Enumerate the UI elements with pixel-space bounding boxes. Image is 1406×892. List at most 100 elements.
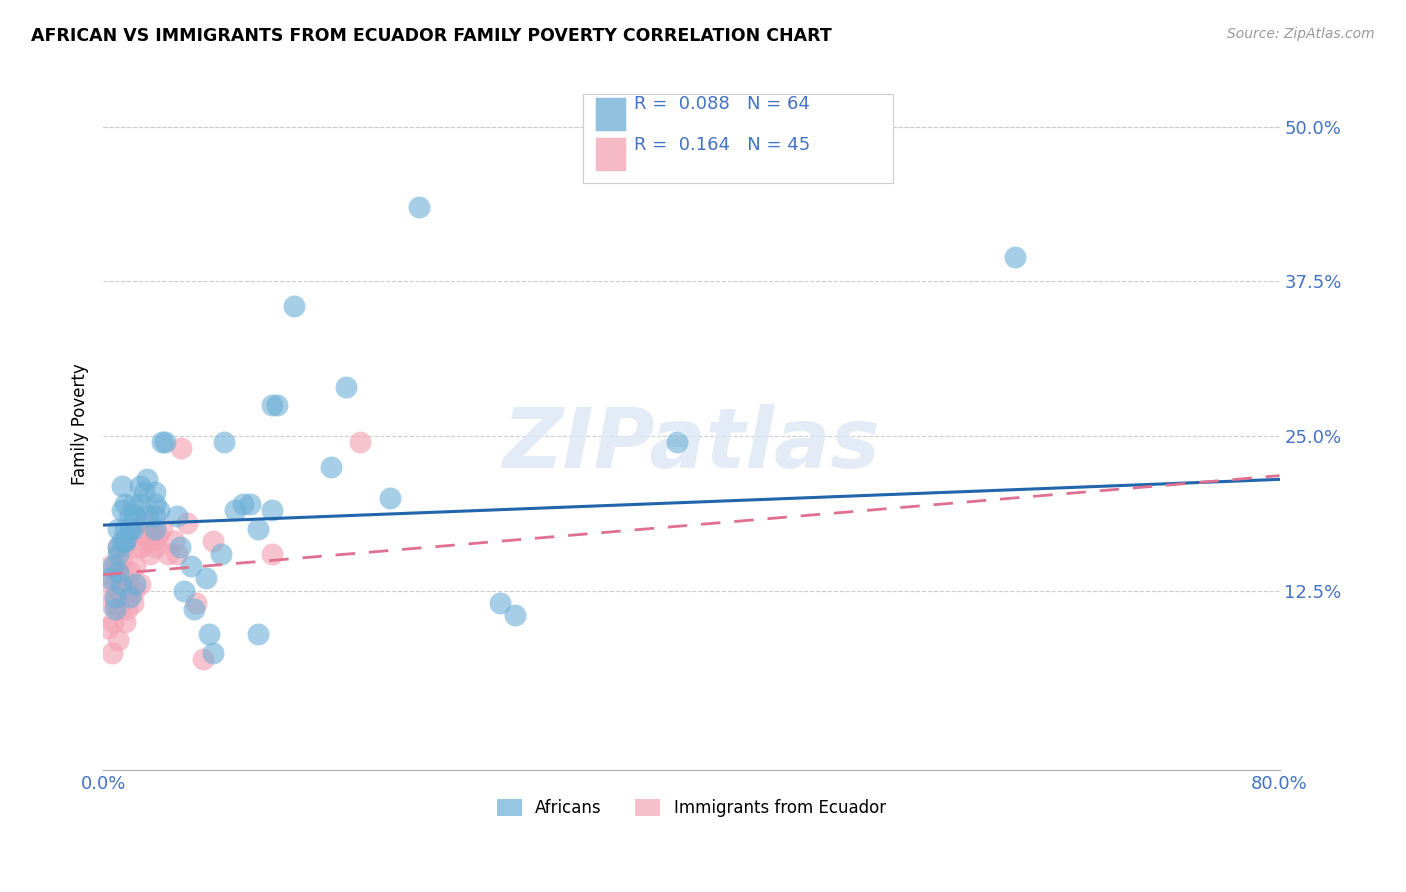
Point <box>166 509 188 524</box>
Point <box>114 615 136 629</box>
Point <box>118 509 141 524</box>
Text: AFRICAN VS IMMIGRANTS FROM ECUADOR FAMILY POVERTY CORRELATION CHART: AFRICAN VS IMMIGRANTS FROM ECUADOR FAMIL… <box>31 27 832 45</box>
Point <box>139 547 162 561</box>
Text: R =  0.164   N = 45: R = 0.164 N = 45 <box>634 136 810 153</box>
Point <box>266 398 288 412</box>
Point <box>349 435 371 450</box>
Point <box>112 541 135 555</box>
Point <box>665 435 688 450</box>
Point <box>128 577 150 591</box>
Point <box>132 528 155 542</box>
Point <box>107 565 129 579</box>
Point <box>107 547 129 561</box>
Point <box>202 646 225 660</box>
Point <box>114 534 136 549</box>
Point <box>143 522 166 536</box>
Point <box>153 435 176 450</box>
Legend: Africans, Immigrants from Ecuador: Africans, Immigrants from Ecuador <box>491 792 893 824</box>
Point <box>173 583 195 598</box>
Point <box>319 460 342 475</box>
Point <box>195 571 218 585</box>
Point <box>503 608 526 623</box>
Point <box>118 565 141 579</box>
Point <box>124 509 146 524</box>
Point <box>114 534 136 549</box>
Point <box>134 516 156 530</box>
Point <box>143 497 166 511</box>
Point <box>246 627 269 641</box>
Point <box>104 577 127 591</box>
Point <box>183 602 205 616</box>
Point <box>121 497 143 511</box>
Point <box>100 577 122 591</box>
Point <box>246 522 269 536</box>
Point <box>145 541 167 555</box>
Point <box>107 522 129 536</box>
Point <box>170 442 193 456</box>
Point <box>111 571 134 585</box>
Point <box>262 398 284 412</box>
Point <box>128 478 150 492</box>
Point <box>136 509 159 524</box>
Point <box>125 541 148 555</box>
Point <box>111 478 134 492</box>
Point <box>100 558 122 573</box>
Point <box>111 534 134 549</box>
Point <box>239 497 262 511</box>
Point <box>489 596 512 610</box>
Point <box>202 534 225 549</box>
Point <box>209 547 232 561</box>
Point <box>224 503 246 517</box>
Point <box>110 577 132 591</box>
Point <box>1004 250 1026 264</box>
Point <box>176 516 198 530</box>
Point <box>107 541 129 555</box>
Point <box>104 596 127 610</box>
Point <box>141 534 163 549</box>
Point <box>184 596 207 610</box>
Point <box>98 596 121 610</box>
Point <box>191 651 214 665</box>
Point <box>104 590 127 604</box>
Point <box>105 558 128 573</box>
Y-axis label: Family Poverty: Family Poverty <box>72 363 89 484</box>
Point <box>115 602 138 616</box>
Point <box>146 528 169 542</box>
Point <box>117 583 139 598</box>
Point <box>142 528 165 542</box>
Text: Source: ZipAtlas.com: Source: ZipAtlas.com <box>1227 27 1375 41</box>
Point <box>408 200 430 214</box>
Point <box>169 541 191 555</box>
Point <box>124 509 146 524</box>
Point <box>108 602 131 616</box>
Point <box>121 522 143 536</box>
Point <box>148 503 170 517</box>
Point <box>111 503 134 517</box>
Point <box>114 497 136 511</box>
Point <box>166 547 188 561</box>
Point <box>118 590 141 604</box>
Point <box>118 522 141 536</box>
Point <box>335 379 357 393</box>
Point <box>121 596 143 610</box>
Point <box>110 583 132 598</box>
Point <box>100 571 122 585</box>
Point <box>163 534 186 549</box>
Point <box>104 602 127 616</box>
Point <box>114 522 136 536</box>
Point <box>128 497 150 511</box>
Point <box>150 435 173 450</box>
Point <box>107 633 129 648</box>
Point <box>180 558 202 573</box>
Point <box>142 522 165 536</box>
Point <box>232 497 254 511</box>
Text: R =  0.088   N = 64: R = 0.088 N = 64 <box>634 95 810 113</box>
Point <box>198 627 221 641</box>
Point <box>283 299 305 313</box>
Point <box>134 484 156 499</box>
Point <box>111 553 134 567</box>
Point <box>262 547 284 561</box>
Point <box>150 522 173 536</box>
Point <box>131 541 153 555</box>
Point <box>103 615 125 629</box>
